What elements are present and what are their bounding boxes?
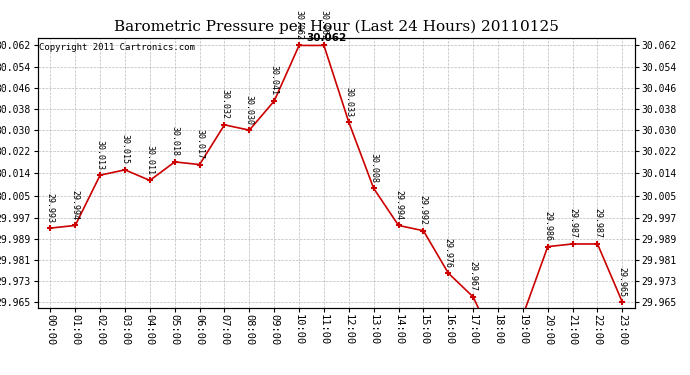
Text: 29.986: 29.986: [543, 211, 552, 241]
Text: 30.013: 30.013: [96, 140, 105, 170]
Text: 29.993: 29.993: [46, 192, 55, 222]
Text: 29.994: 29.994: [71, 190, 80, 220]
Text: 29.987: 29.987: [568, 209, 577, 238]
Text: 30.008: 30.008: [369, 153, 378, 183]
Text: 30.017: 30.017: [195, 129, 204, 159]
Text: 30.062: 30.062: [295, 10, 304, 40]
Text: 29.987: 29.987: [593, 209, 602, 238]
Text: 30.062: 30.062: [306, 33, 346, 43]
Text: 29.992: 29.992: [419, 195, 428, 225]
Text: 29.967: 29.967: [469, 261, 477, 291]
Title: Barometric Pressure per Hour (Last 24 Hours) 20110125: Barometric Pressure per Hour (Last 24 Ho…: [114, 19, 559, 33]
Text: 29.960: 29.960: [0, 374, 1, 375]
Text: 30.032: 30.032: [220, 89, 229, 119]
Text: 29.965: 29.965: [618, 267, 627, 297]
Text: 30.041: 30.041: [270, 66, 279, 96]
Text: 30.030: 30.030: [245, 94, 254, 124]
Text: 30.033: 30.033: [344, 87, 353, 117]
Text: 30.015: 30.015: [121, 134, 130, 164]
Text: 29.976: 29.976: [444, 237, 453, 267]
Text: Copyright 2011 Cartronics.com: Copyright 2011 Cartronics.com: [39, 43, 195, 52]
Text: 30.062: 30.062: [319, 10, 328, 40]
Text: 29.947: 29.947: [0, 374, 1, 375]
Text: 29.994: 29.994: [394, 190, 403, 220]
Text: 30.011: 30.011: [146, 145, 155, 175]
Text: 30.018: 30.018: [170, 126, 179, 156]
